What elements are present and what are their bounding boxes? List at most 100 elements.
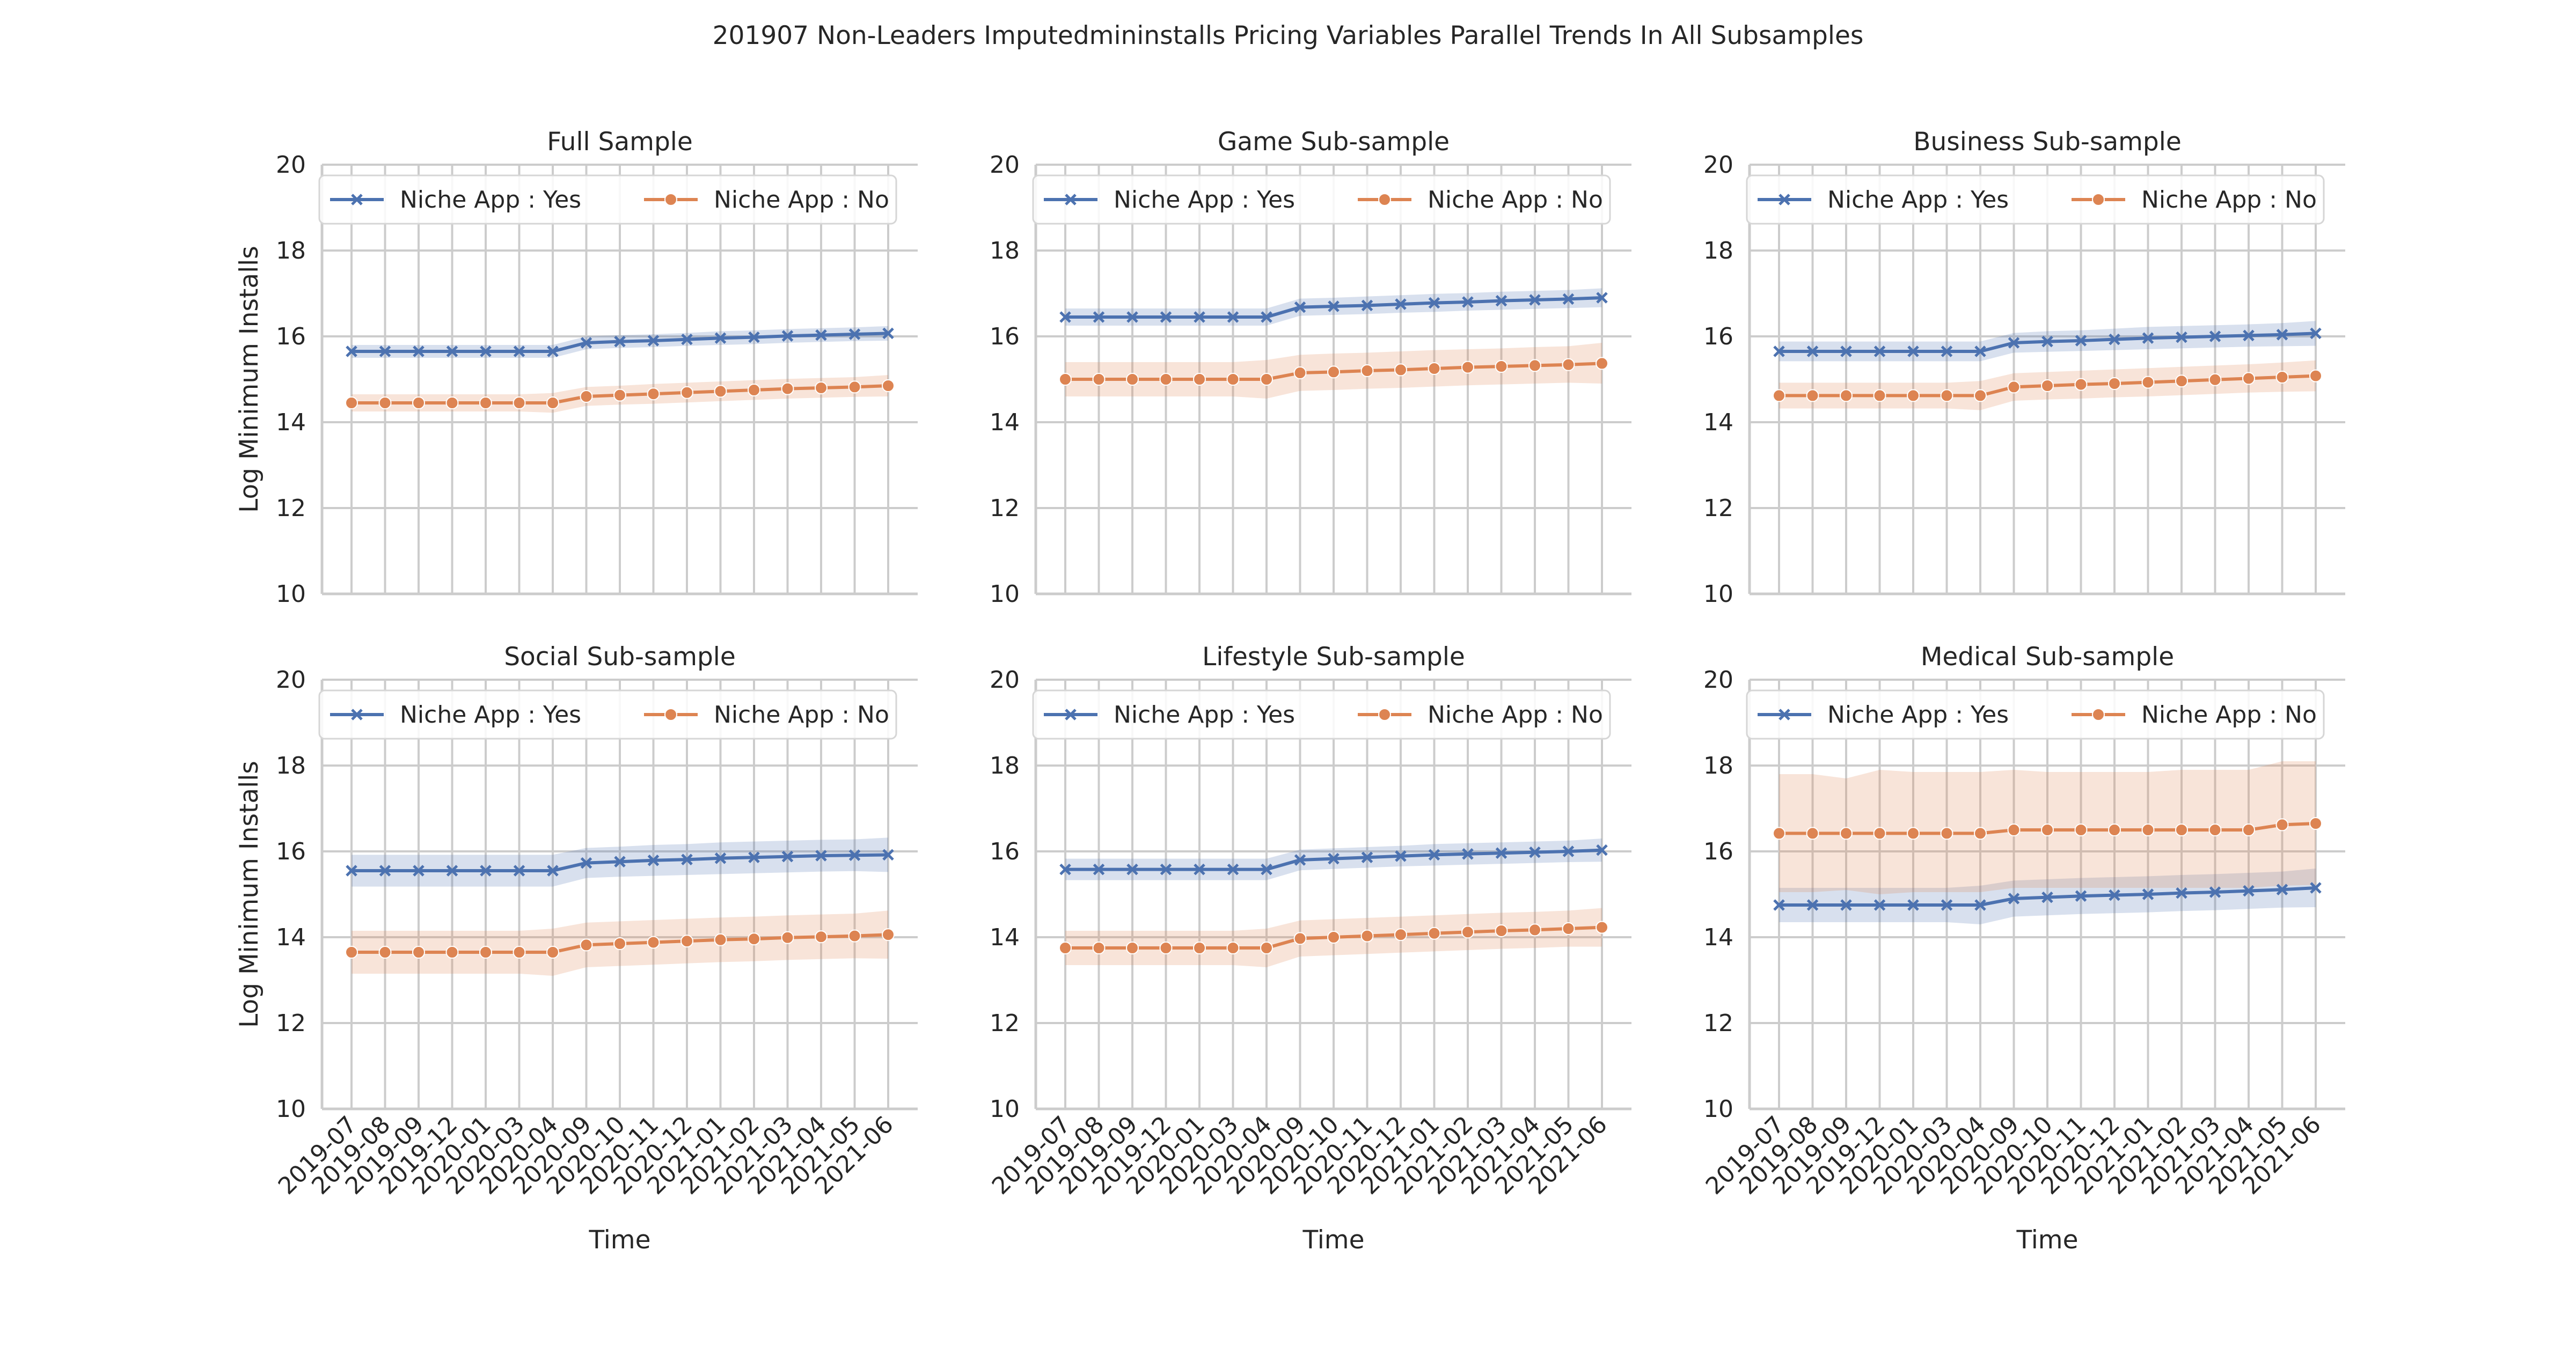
data-point <box>1159 942 1173 954</box>
legend-label: Niche App : No <box>714 186 889 214</box>
data-point <box>1773 827 1785 840</box>
data-point <box>580 390 593 403</box>
legend: Niche App : Yes Niche App : No <box>318 174 897 225</box>
data-point <box>1941 345 1953 357</box>
legend-entry-niche-app-no: Niche App : No <box>644 186 889 214</box>
data-point <box>748 932 760 946</box>
data-point <box>1328 852 1340 865</box>
data-point <box>714 385 727 398</box>
y-tick-label: 18 <box>276 237 306 264</box>
data-point <box>1261 311 1272 323</box>
data-point <box>614 335 626 348</box>
data-point <box>1126 863 1138 876</box>
data-point <box>1840 899 1852 911</box>
data-point <box>781 382 794 395</box>
data-point <box>1059 863 1071 876</box>
y-tick-label: 12 <box>990 495 1020 522</box>
data-point <box>1394 928 1407 942</box>
data-point <box>580 857 592 869</box>
legend-label: Niche App : Yes <box>1114 186 1295 214</box>
data-point <box>2175 374 2188 388</box>
legend-label: Niche App : Yes <box>1114 701 1295 729</box>
data-point <box>1974 899 1986 911</box>
data-point <box>1461 361 1474 374</box>
data-point <box>882 327 894 340</box>
data-point <box>346 345 357 357</box>
legend-label: Niche App : Yes <box>400 186 581 214</box>
legend-entry-niche-app-yes: Niche App : Yes <box>1044 186 1295 214</box>
y-tick-label: 14 <box>276 924 306 951</box>
legend-label: Niche App : No <box>2141 701 2317 729</box>
data-point <box>345 946 358 959</box>
data-point <box>1806 899 1819 911</box>
legend-label: Niche App : Yes <box>1827 186 2009 214</box>
legend: Niche App : Yes Niche App : No <box>1032 689 1611 740</box>
data-point <box>882 379 895 392</box>
legend-label: Niche App : No <box>1428 186 1603 214</box>
y-tick-label: 16 <box>276 838 306 865</box>
data-point <box>479 396 492 409</box>
data-point <box>714 332 727 344</box>
data-point <box>580 337 592 349</box>
data-point <box>1059 942 1072 954</box>
data-point <box>1360 929 1374 943</box>
data-point <box>2142 332 2154 344</box>
y-tick-label: 10 <box>990 580 1020 608</box>
data-point <box>1773 389 1785 402</box>
y-tick-label: 12 <box>1703 495 1733 522</box>
data-point <box>2175 823 2188 836</box>
legend-entry-niche-app-no: Niche App : No <box>2072 186 2317 214</box>
legend: Niche App : Yes Niche App : No <box>1032 174 1611 225</box>
data-point <box>1495 295 1507 307</box>
y-tick-label: 20 <box>990 666 1020 694</box>
data-point <box>2142 888 2154 900</box>
data-point <box>2209 330 2221 342</box>
data-point <box>2074 378 2088 391</box>
data-point <box>1126 942 1139 954</box>
legend-label: Niche App : No <box>714 701 889 729</box>
data-point <box>2276 884 2288 895</box>
data-point <box>1328 300 1340 312</box>
data-point <box>1092 942 1106 954</box>
data-point <box>781 850 794 863</box>
y-tick-label: 10 <box>276 1095 306 1123</box>
data-point <box>2275 818 2289 832</box>
data-point <box>1126 311 1138 323</box>
data-point <box>647 936 660 949</box>
y-tick-label: 16 <box>276 323 306 350</box>
data-point <box>1361 851 1373 863</box>
data-point <box>446 865 458 877</box>
data-point <box>1327 931 1340 944</box>
y-tick-label: 18 <box>990 752 1020 779</box>
data-point <box>1907 345 1919 357</box>
data-point <box>2109 889 2120 901</box>
data-point <box>379 865 391 877</box>
data-point <box>714 933 727 946</box>
data-point <box>1907 899 1919 911</box>
data-point <box>1461 925 1474 939</box>
y-tick-label: 10 <box>276 580 306 608</box>
legend-entry-niche-app-no: Niche App : No <box>644 701 889 729</box>
figure-title: 201907 Non-Leaders Imputedmininstalls Pr… <box>713 21 1864 50</box>
data-point <box>647 335 660 347</box>
data-point <box>2108 377 2121 390</box>
subplot-lifestyle-sub-sample: Lifestyle Sub-sample1012141618202019-072… <box>987 642 1631 1255</box>
data-point <box>848 849 861 861</box>
data-point <box>1092 373 1106 386</box>
data-point <box>513 345 525 357</box>
data-point <box>882 928 895 942</box>
data-point <box>1160 863 1172 876</box>
data-point <box>1773 899 1785 911</box>
data-point <box>647 855 660 866</box>
data-point <box>2007 380 2021 394</box>
data-point <box>2310 882 2322 894</box>
data-point <box>1394 363 1407 377</box>
data-point <box>2041 335 2053 348</box>
legend-entry-niche-app-yes: Niche App : Yes <box>330 186 581 214</box>
data-point <box>479 946 492 959</box>
data-point <box>815 850 827 862</box>
data-point <box>1226 942 1240 954</box>
data-point <box>446 345 458 357</box>
data-point <box>1907 389 1920 402</box>
